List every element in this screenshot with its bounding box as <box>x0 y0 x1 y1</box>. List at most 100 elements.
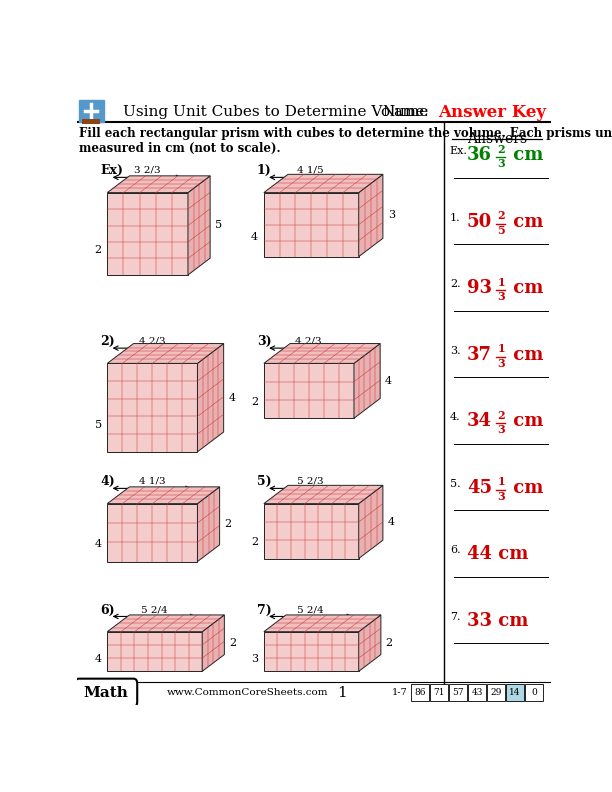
Polygon shape <box>107 364 198 451</box>
Text: Using Unit Cubes to Determine Volume: Using Unit Cubes to Determine Volume <box>123 105 428 119</box>
Polygon shape <box>198 487 220 562</box>
Polygon shape <box>359 615 381 672</box>
Text: 3: 3 <box>497 158 505 169</box>
Text: 1: 1 <box>497 276 505 287</box>
Bar <box>524 684 543 701</box>
Text: 37: 37 <box>467 345 492 364</box>
Text: 5: 5 <box>497 225 505 236</box>
Text: 4: 4 <box>385 376 392 386</box>
Text: 6): 6) <box>100 604 115 616</box>
Polygon shape <box>107 192 188 275</box>
Text: cm: cm <box>507 412 543 430</box>
Text: Fill each rectangular prism with cubes to determine the volume. Each prisms unit: Fill each rectangular prism with cubes t… <box>79 127 612 154</box>
Text: 44 cm: 44 cm <box>467 545 528 563</box>
Text: 0: 0 <box>531 688 537 697</box>
Text: 2: 2 <box>497 144 505 154</box>
Text: 3: 3 <box>497 491 505 502</box>
Text: 2: 2 <box>94 246 102 255</box>
Text: 2): 2) <box>100 335 115 348</box>
Text: 14: 14 <box>509 688 521 697</box>
Text: 4 1/3: 4 1/3 <box>138 477 165 486</box>
Polygon shape <box>359 485 383 558</box>
Polygon shape <box>264 615 381 632</box>
Bar <box>468 684 487 701</box>
Polygon shape <box>107 504 198 562</box>
Text: 5: 5 <box>215 220 222 230</box>
Text: 5.: 5. <box>450 478 460 489</box>
Text: 3.: 3. <box>450 345 460 356</box>
Text: Answer Key: Answer Key <box>438 104 546 120</box>
Text: cm: cm <box>507 478 543 497</box>
Text: 4 2/3: 4 2/3 <box>138 337 165 345</box>
Text: 7.: 7. <box>450 611 460 622</box>
Polygon shape <box>107 615 225 632</box>
Text: 3: 3 <box>497 425 505 436</box>
Text: 4): 4) <box>100 475 115 489</box>
Text: www.CommonCoreSheets.com: www.CommonCoreSheets.com <box>166 688 328 697</box>
Text: 43: 43 <box>471 688 483 697</box>
Polygon shape <box>107 632 202 672</box>
Text: 1-7: 1-7 <box>392 688 408 697</box>
Text: 1: 1 <box>337 686 347 699</box>
Text: 29: 29 <box>490 688 502 697</box>
Text: 6.: 6. <box>450 545 460 555</box>
Text: 5 2/3: 5 2/3 <box>297 477 324 486</box>
Text: 2: 2 <box>386 638 393 648</box>
Polygon shape <box>354 344 380 418</box>
Text: 57: 57 <box>452 688 464 697</box>
Text: 4 2/3: 4 2/3 <box>295 337 322 345</box>
Text: Ex): Ex) <box>100 165 123 177</box>
Text: 2: 2 <box>251 397 258 407</box>
Text: cm: cm <box>507 280 543 297</box>
Polygon shape <box>264 174 383 192</box>
Text: 2.: 2. <box>450 280 460 289</box>
Text: 4.: 4. <box>450 412 460 422</box>
Text: 7): 7) <box>257 604 272 616</box>
Polygon shape <box>202 615 225 672</box>
Text: 4: 4 <box>387 517 395 527</box>
Polygon shape <box>264 504 359 558</box>
Text: 3 2/3: 3 2/3 <box>134 166 160 175</box>
Text: Math: Math <box>83 686 129 699</box>
Bar <box>411 684 430 701</box>
Text: 50: 50 <box>467 213 492 230</box>
Bar <box>82 119 100 124</box>
Text: 1): 1) <box>257 165 272 177</box>
Text: cm: cm <box>507 213 543 230</box>
Text: 3: 3 <box>387 211 395 220</box>
Text: 5): 5) <box>257 475 271 489</box>
Polygon shape <box>264 192 359 257</box>
Text: 1.: 1. <box>450 213 460 223</box>
Text: 93: 93 <box>467 280 492 297</box>
FancyBboxPatch shape <box>79 100 103 122</box>
Polygon shape <box>198 344 223 451</box>
Text: 86: 86 <box>414 688 426 697</box>
Text: 45: 45 <box>467 478 492 497</box>
Text: cm: cm <box>507 345 543 364</box>
Text: 3: 3 <box>251 654 258 664</box>
Text: 5: 5 <box>94 421 102 430</box>
Text: 71: 71 <box>433 688 445 697</box>
Text: 1: 1 <box>497 343 505 354</box>
Text: 5 2/4: 5 2/4 <box>141 605 168 614</box>
Polygon shape <box>107 176 210 192</box>
Polygon shape <box>264 364 354 418</box>
Text: cm: cm <box>507 147 543 164</box>
Bar <box>430 684 449 701</box>
Text: 2: 2 <box>229 638 236 648</box>
Text: 34: 34 <box>467 412 492 430</box>
Text: 3: 3 <box>497 358 505 369</box>
Text: 2: 2 <box>497 409 505 421</box>
Text: Answers: Answers <box>468 131 528 146</box>
Text: 2: 2 <box>497 211 505 221</box>
Text: Name:: Name: <box>382 105 429 119</box>
Text: 2: 2 <box>225 520 231 529</box>
Text: 4 1/5: 4 1/5 <box>297 166 324 175</box>
Bar <box>506 684 524 701</box>
Text: Ex.: Ex. <box>450 147 468 156</box>
Text: 4: 4 <box>251 232 258 242</box>
Text: 1: 1 <box>497 476 505 487</box>
Polygon shape <box>264 632 359 672</box>
Text: 3): 3) <box>257 335 271 348</box>
Text: 4: 4 <box>228 393 236 402</box>
